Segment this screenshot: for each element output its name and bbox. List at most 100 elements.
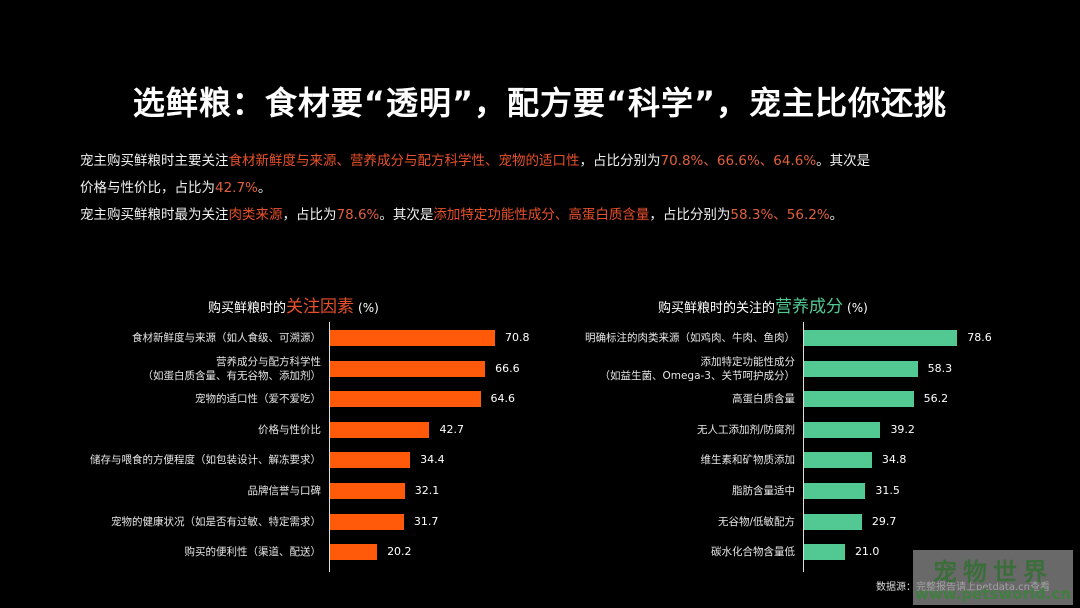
bar-label: 无谷物/低敏配方 bbox=[718, 507, 795, 537]
chart-title-unit: (%) bbox=[358, 301, 379, 315]
watermark-cn: 宠物世界 bbox=[933, 557, 1053, 586]
bar-label-line: 明确标注的肉类来源（如鸡肉、牛肉、鱼肉） bbox=[585, 332, 795, 344]
bar bbox=[330, 513, 404, 530]
summary-text-segment: 。 bbox=[257, 180, 272, 196]
summary-text-segment: 价格与性价比，占比为 bbox=[80, 180, 215, 196]
bar-label: 营养成分与配方科学性 （如蛋白质含量、有无谷物、添加剂） bbox=[143, 354, 322, 384]
bar-row: 高蛋白质含量 56.2 bbox=[540, 384, 1080, 414]
summary-number: 70.8%、66.6%、64.6% bbox=[660, 153, 817, 169]
bar-label-line: 价格与性价比 bbox=[258, 423, 321, 436]
summary-highlight: 食材新鲜度与来源、营养成分与配方科学性、宠物的适口性 bbox=[228, 153, 580, 169]
bar-label-line: 宠物的健康状况（如是否有过敏、特定需求） bbox=[111, 515, 321, 528]
bar-label: 品牌信誉与口碑 bbox=[248, 476, 322, 506]
bar-label-line: 营养成分与配方科学性 bbox=[216, 355, 321, 368]
bar bbox=[804, 483, 866, 499]
summary-text-segment: ，占比分别为 bbox=[579, 153, 661, 169]
bar-value-label: 66.6 bbox=[495, 361, 520, 375]
bar-label-line: 购买的便利性（渠道、配送） bbox=[184, 546, 322, 559]
bar-label: 无人工添加剂/防腐剂 bbox=[697, 415, 795, 445]
bar bbox=[804, 513, 862, 530]
chart-title-text: 购买鲜粮时的关注的 bbox=[658, 301, 776, 316]
bar-label: 宠物的适口性（爱不爱吃） bbox=[195, 384, 321, 414]
bar-value-label: 39.2 bbox=[890, 422, 915, 436]
summary-number: 58.3%、56.2% bbox=[730, 207, 830, 223]
summary-text-segment: 宠主购买鲜粮时最为关注 bbox=[80, 207, 229, 223]
bar-label: 明确标注的肉类来源（如鸡肉、牛肉、鱼肉） bbox=[585, 323, 795, 353]
bar-label-line: （如益生菌、Omega-3、关节呵护成分） bbox=[599, 369, 795, 382]
bar-row: 品牌信誉与口碑 32.1 bbox=[0, 476, 540, 506]
bar-row: 无人工添加剂/防腐剂 39.2 bbox=[540, 415, 1080, 445]
bar bbox=[804, 330, 958, 346]
bar-row: 购买的便利性（渠道、配送） 20.2 bbox=[0, 537, 540, 567]
bar-row: 明确标注的肉类来源（如鸡肉、牛肉、鱼肉） 78.6 bbox=[540, 323, 1080, 353]
summary-text-segment: 。其次是 bbox=[379, 207, 434, 223]
chart-axis bbox=[329, 322, 330, 572]
bar-label: 脂肪含量适中 bbox=[732, 476, 795, 506]
bar-label-line: 品牌信誉与口碑 bbox=[247, 485, 322, 497]
bar-label: 添加特定功能性成分 （如益生菌、Omega-3、关节呵护成分） bbox=[599, 354, 795, 384]
page-title: 选鲜粮：食材要“透明”，配方要“科学”，宠主比你还挑 bbox=[132, 84, 948, 122]
bar-value-label: 20.2 bbox=[387, 545, 412, 559]
bar-value-label: 42.7 bbox=[439, 422, 464, 436]
bar-value-label: 34.4 bbox=[420, 453, 445, 467]
bar-row: 宠物的适口性（爱不爱吃） 64.6 bbox=[0, 384, 540, 414]
bar-label: 购买的便利性（渠道、配送） bbox=[185, 537, 322, 567]
watermark-logo: 宠物世界 www.petsworld.cn bbox=[913, 550, 1073, 605]
summary-line-3: 宠主购买鲜粮时最为关注肉类来源，占比为78.6%。其次是添加特定功能性成分、高蛋… bbox=[80, 202, 1020, 229]
bar-label-line: 碳水化合物含量低 bbox=[711, 546, 795, 559]
summary-number: 78.6% bbox=[336, 207, 380, 223]
chart-title-highlight: 营养成分 bbox=[775, 297, 844, 317]
bar-value-label: 78.6 bbox=[967, 331, 992, 344]
bar bbox=[804, 544, 845, 561]
summary-highlight: 肉类来源 bbox=[228, 207, 283, 223]
chart-title-text: 购买鲜粮时的 bbox=[208, 301, 287, 316]
bar-value-label: 56.2 bbox=[923, 392, 949, 406]
bar-label: 价格与性价比 bbox=[258, 415, 321, 445]
bar-label: 食材新鲜度与来源（如人食级、可溯源） bbox=[132, 323, 321, 353]
bar-value-label: 29.7 bbox=[871, 514, 897, 528]
chart-title-focus-factors: 购买鲜粮时的关注因素 (%) bbox=[208, 292, 379, 317]
chart-focus-factors: 购买鲜粮时的关注因素 (%) 食材新鲜度与来源（如人食级、可溯源） 70.8 营养成分… bbox=[0, 292, 540, 582]
bar bbox=[330, 452, 411, 469]
summary-line-1: 宠主购买鲜粮时主要关注食材新鲜度与来源、营养成分与配方科学性、宠物的适口性，占比… bbox=[80, 148, 1020, 175]
summary-text-segment: 。 bbox=[829, 207, 844, 223]
bar bbox=[330, 544, 378, 561]
bar-value-label: 58.3 bbox=[927, 361, 953, 375]
chart-title-nutrients: 购买鲜粮时的关注的营养成分 (%) bbox=[658, 292, 868, 317]
bar-label-line: 食材新鲜度与来源（如人食级、可溯源） bbox=[132, 332, 321, 344]
chart-title-highlight: 关注因素 bbox=[286, 297, 355, 317]
bar bbox=[330, 421, 430, 438]
bar-label: 维生素和矿物质添加 bbox=[701, 445, 796, 475]
chart-nutrients: 购买鲜粮时的关注的营养成分 (%) 明确标注的肉类来源（如鸡肉、牛肉、鱼肉） 78.… bbox=[540, 292, 1080, 582]
bar-label-line: 无人工添加剂/防腐剂 bbox=[696, 423, 795, 436]
summary-text: 宠主购买鲜粮时主要关注食材新鲜度与来源、营养成分与配方科学性、宠物的适口性，占比… bbox=[80, 148, 1020, 229]
bar-row: 无谷物/低敏配方 29.7 bbox=[540, 507, 1080, 537]
bar-value-label: 34.8 bbox=[881, 453, 907, 467]
bar bbox=[804, 421, 881, 438]
bar-row: 维生素和矿物质添加 34.8 bbox=[540, 445, 1080, 475]
bar-label-line: 无谷物/低敏配方 bbox=[717, 515, 795, 528]
summary-text-segment: ，占比为 bbox=[282, 207, 337, 223]
summary-text-segment: 。其次是 bbox=[816, 153, 871, 169]
bar-value-label: 31.7 bbox=[413, 514, 439, 528]
bar-row: 营养成分与配方科学性 （如蛋白质含量、有无谷物、添加剂） 66.6 bbox=[0, 354, 540, 384]
bar-value-label: 31.5 bbox=[875, 484, 900, 497]
bar-label-line: 宠物的适口性（爱不爱吃） bbox=[195, 393, 321, 406]
bar bbox=[804, 452, 872, 469]
bar bbox=[804, 391, 914, 408]
bar-row: 添加特定功能性成分 （如益生菌、Omega-3、关节呵护成分） 58.3 bbox=[540, 354, 1080, 384]
bar-value-label: 32.1 bbox=[414, 484, 440, 497]
summary-number: 42.7% bbox=[215, 180, 258, 196]
bar bbox=[330, 330, 495, 346]
bar-label-line: 添加特定功能性成分 bbox=[700, 355, 796, 368]
chart-title-unit: (%) bbox=[847, 301, 868, 315]
watermark-url: www.petsworld.cn bbox=[914, 585, 1072, 603]
bar-value-label: 64.6 bbox=[490, 392, 516, 406]
summary-line-2: 价格与性价比，占比为42.7%。 bbox=[80, 175, 1020, 202]
bar-label: 储存与喂食的方便程度（如包装设计、解冻要求） bbox=[90, 445, 321, 475]
summary-text-segment: 宠主购买鲜粮时主要关注 bbox=[80, 153, 229, 169]
bar-row: 食材新鲜度与来源（如人食级、可溯源） 70.8 bbox=[0, 323, 540, 353]
bar bbox=[330, 391, 481, 408]
bar-label-line: 高蛋白质含量 bbox=[732, 393, 795, 406]
bar-label: 宠物的健康状况（如是否有过敏、特定需求） bbox=[111, 507, 321, 537]
